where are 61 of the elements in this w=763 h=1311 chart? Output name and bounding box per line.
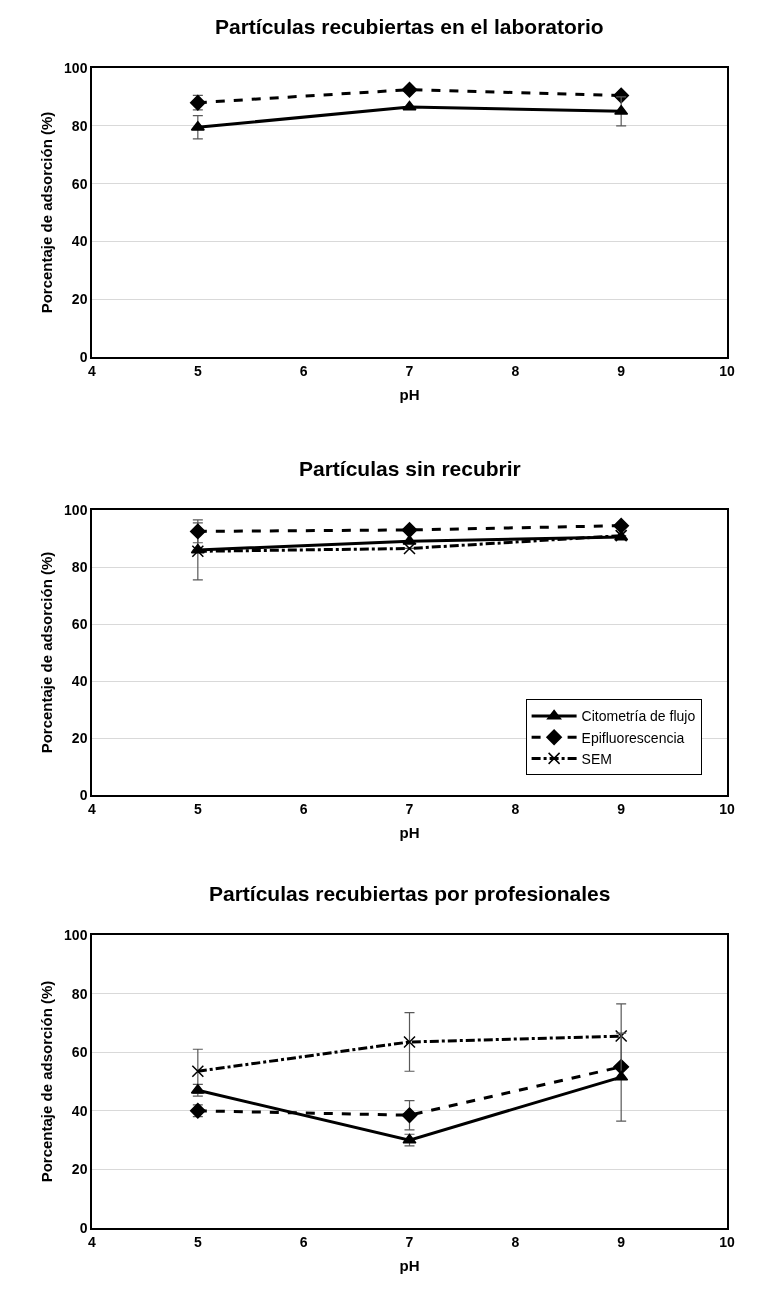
x-tick-label: 7 (405, 362, 414, 379)
x-tick-label: 5 (193, 1233, 202, 1250)
x-tick-label: 4 (88, 1233, 97, 1250)
x-axis-title: pH (399, 386, 420, 404)
point (613, 517, 630, 534)
y-tick-label: 0 (79, 786, 88, 803)
y-tick-label: 20 (71, 291, 88, 308)
legend-label: Citometría de flujo (581, 708, 696, 725)
x-tick-label: 6 (299, 800, 308, 817)
y-tick-label: 60 (71, 1044, 88, 1061)
y-tick-label: 40 (71, 672, 88, 689)
x-tick-label: 10 (719, 362, 735, 379)
y-tick-label: 60 (71, 175, 88, 192)
x-tick-label: 8 (511, 1233, 520, 1250)
y-tick-label: 80 (71, 117, 88, 134)
legend-label: SEM (581, 750, 612, 767)
x-tick-label: 7 (405, 800, 414, 817)
y-tick-label: 40 (71, 1102, 88, 1119)
point (403, 1035, 416, 1049)
x-tick-label: 5 (193, 800, 202, 817)
legend-label: Epifluorescencia (581, 729, 685, 746)
x-axis-title: pH (399, 1257, 420, 1275)
x-tick-label: 4 (88, 362, 97, 379)
y-tick-label: 0 (79, 1219, 88, 1236)
point (401, 1107, 418, 1124)
y-axis-title: Porcentaje de adsorción (%) (37, 980, 55, 1183)
y-tick-label: 100 (64, 501, 88, 518)
x-tick-label: 7 (405, 1233, 414, 1250)
y-tick-label: 100 (64, 926, 88, 943)
y-tick-label: 0 (79, 348, 88, 365)
point (614, 1070, 629, 1081)
point (191, 1065, 205, 1078)
x-tick-label: 9 (617, 800, 626, 817)
x-tick-label: 9 (617, 1233, 626, 1250)
y-tick-label: 80 (71, 985, 88, 1002)
x-axis-title: pH (399, 824, 420, 842)
chart-title: Partículas sin recubrir (299, 457, 521, 480)
y-axis-title: Porcentaje de adsorción (%) (37, 111, 55, 314)
y-tick-label: 100 (64, 59, 88, 76)
x-tick-label: 10 (719, 1233, 735, 1250)
x-tick-label: 6 (299, 362, 308, 379)
x-tick-label: 9 (617, 362, 626, 379)
y-tick-label: 40 (71, 233, 88, 250)
point (191, 545, 205, 558)
y-axis-title: Porcentaje de adsorción (%) (37, 551, 55, 754)
point (189, 523, 206, 540)
point (614, 1029, 628, 1043)
y-tick-label: 80 (71, 558, 88, 575)
y-tick-label: 60 (71, 615, 88, 632)
chart-title: Partículas recubiertas en el laboratorio (215, 15, 604, 38)
x-tick-label: 8 (511, 800, 520, 817)
y-tick-label: 20 (71, 1161, 88, 1178)
point (190, 543, 205, 554)
x-tick-label: 8 (511, 362, 520, 379)
y-tick-label: 20 (71, 729, 88, 746)
x-tick-label: 6 (299, 1233, 308, 1250)
x-tick-label: 4 (88, 800, 97, 817)
point (401, 522, 418, 538)
x-tick-label: 5 (193, 362, 202, 379)
x-tick-label: 10 (719, 800, 735, 817)
chart-title: Partículas recubiertas por profesionales (209, 882, 611, 905)
